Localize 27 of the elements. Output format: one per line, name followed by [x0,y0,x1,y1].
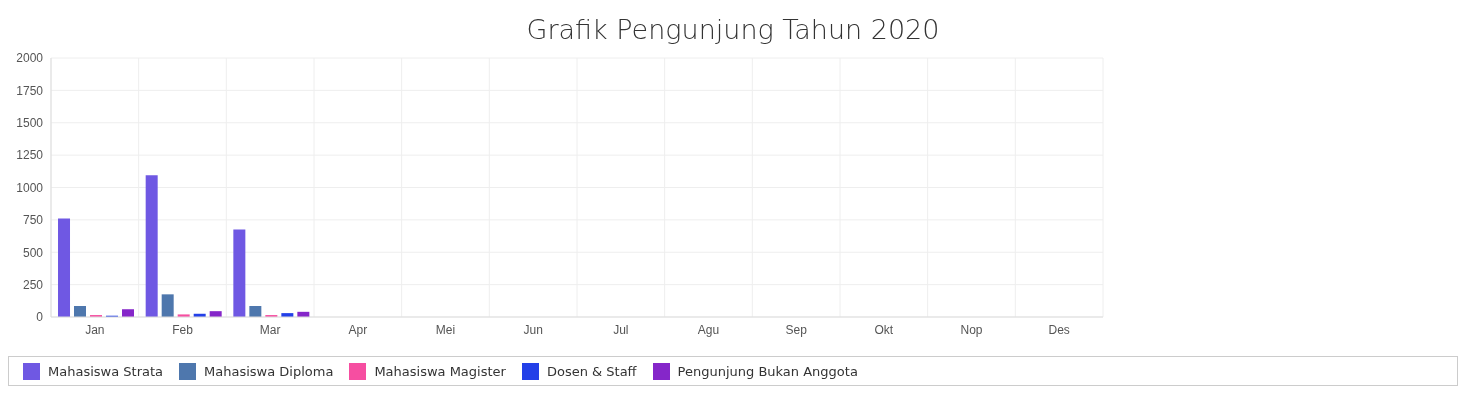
y-tick-label: 250 [22,277,44,292]
y-tick-label: 1250 [16,148,44,163]
legend-label: Mahasiswa Strata [48,363,164,379]
x-tick-label: Sep [785,322,808,337]
legend-label: Dosen & Staff [546,363,637,379]
x-tick-label: Okt [874,322,894,337]
y-tick-label: 1750 [16,83,44,98]
x-tick-label: Jun [523,322,543,337]
y-tick-label: 750 [22,213,44,228]
y-tick-label: 2000 [16,51,44,66]
y-tick-label: 500 [22,245,44,260]
legend-label: Mahasiswa Magister [374,363,506,379]
x-tick-label: Mei [435,322,456,337]
x-tick-label: Agu [697,322,720,337]
x-tick-label: Jul [613,322,629,337]
x-tick-label: Des [1048,322,1070,337]
x-tick-label: Nop [960,322,983,337]
y-tick-label: 1000 [16,180,44,195]
x-tick-label: Apr [348,322,368,337]
y-tick-label: 0 [36,310,44,325]
chart-title: Grafik Pengunjung Tahun 2020 [525,14,941,45]
y-tick-label: 1500 [16,116,44,131]
x-tick-label: Mar [259,322,281,337]
legend-label: Pengunjung Bukan Anggota [677,363,858,379]
x-tick-label: Feb [172,322,194,337]
legend-label: Mahasiswa Diploma [204,363,334,379]
x-tick-label: Jan [85,322,105,337]
